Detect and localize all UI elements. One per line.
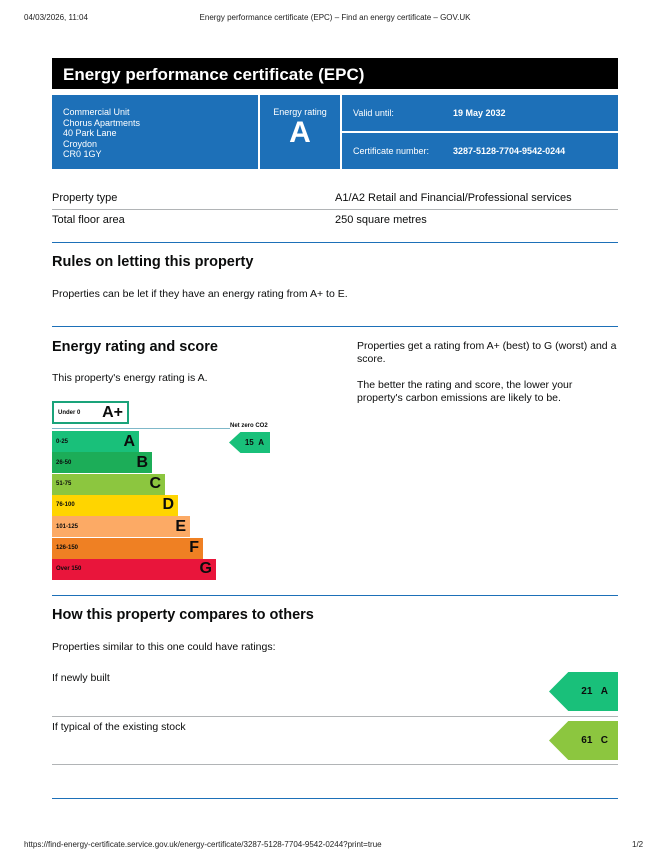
band-letter: G <box>199 560 212 578</box>
band-letter: A+ <box>102 403 123 421</box>
current-letter: A <box>258 438 264 447</box>
band-e: 101-125 E <box>52 516 190 538</box>
compare-score: 21 <box>581 686 593 697</box>
band-range: 126-150 <box>56 545 79 551</box>
band-range: 76-100 <box>56 502 75 509</box>
band-f: 126-150 F <box>52 537 203 559</box>
score-side-text-1: Properties get a rating from A+ (best) t… <box>357 340 617 365</box>
row-label: Property type <box>52 192 118 204</box>
score-heading: Energy rating and score <box>52 339 218 355</box>
newly-built-label: If newly built <box>52 672 110 684</box>
divider <box>52 716 618 717</box>
compare-text: Properties similar to this one could hav… <box>52 641 276 653</box>
divider <box>52 242 618 243</box>
compare-letter: A <box>600 686 608 697</box>
band-b: 26-50 B <box>52 452 152 474</box>
net-zero-label: Net zero CO2 <box>230 423 268 429</box>
divider <box>52 764 618 765</box>
compare-score: 61 <box>581 735 593 746</box>
certificate-number-label: Certificate number: <box>353 146 430 156</box>
valid-until: Valid until: 19 May 2032 <box>342 95 618 131</box>
band-g: Over 150 G <box>52 558 216 580</box>
address-line: 40 Park Lane <box>63 128 117 138</box>
band-range: 51-75 <box>56 481 72 488</box>
certificate-number: Certificate number: 3287-5128-7704-9542-0… <box>342 133 618 169</box>
letting-text: Properties can be let if they have an en… <box>52 288 348 300</box>
address-line: Commercial Unit <box>63 107 130 117</box>
divider <box>52 798 618 799</box>
net-zero-line <box>52 428 230 429</box>
band-range: 0-25 <box>56 438 69 445</box>
valid-until-label: Valid until: <box>353 108 394 118</box>
band-letter: E <box>175 517 186 535</box>
property-address: Commercial Unit Chorus Apartments 40 Par… <box>52 95 258 169</box>
letting-heading: Rules on letting this property <box>52 254 254 270</box>
band-letter: A <box>123 432 135 450</box>
address-line: Croydon <box>63 138 98 149</box>
band-letter: B <box>136 453 148 471</box>
band-range: 26-50 <box>56 459 72 466</box>
band-range: Under 0 <box>58 409 81 416</box>
energy-rating-label: Energy rating <box>273 107 327 117</box>
floor-area-row: Total floor area 250 square metres <box>52 210 618 232</box>
band-letter: C <box>149 475 161 493</box>
band-range: Over 150 <box>56 566 82 573</box>
band-range: 101-125 <box>56 523 79 530</box>
row-value: 250 square metres <box>335 214 427 226</box>
row-label: Total floor area <box>52 214 125 226</box>
current-rating-arrow: 15 A <box>229 432 270 453</box>
score-side-text-2: The better the rating and score, the low… <box>357 379 573 404</box>
print-page-number: 1/2 <box>632 840 644 849</box>
band-aplus: Under 0 A+ <box>52 401 129 424</box>
energy-rating-value: A <box>289 116 311 149</box>
divider <box>52 595 618 596</box>
print-url: https://find-energy-certificate.service.… <box>24 840 382 849</box>
print-datetime: 04/03/2026, 11:04 <box>24 13 88 22</box>
compare-letter: C <box>600 735 608 746</box>
print-page-title: Energy performance certificate (EPC) – F… <box>199 13 471 22</box>
newly-built-arrow: 21 A <box>549 672 618 711</box>
compare-heading: How this property compares to others <box>52 607 314 623</box>
row-value: A1/A2 Retail and Financial/Professional … <box>335 192 572 204</box>
band-letter: F <box>189 539 199 556</box>
band-c: 51-75 C <box>52 473 165 495</box>
band-letter: D <box>162 496 174 514</box>
property-type-row: Property type A1/A2 Retail and Financial/… <box>52 188 618 210</box>
energy-rating-box: Energy rating A <box>260 95 340 169</box>
address-line: Chorus Apartments <box>63 117 141 128</box>
divider <box>52 326 618 327</box>
certificate-number-value: 3287-5128-7704-9542-0244 <box>453 146 566 156</box>
typical-stock-label: If typical of the existing stock <box>52 721 186 733</box>
current-score: 15 <box>244 438 254 447</box>
page-title: Energy performance certificate (EPC) <box>52 58 618 89</box>
typical-stock-arrow: 61 C <box>549 721 618 760</box>
band-d: 76-100 D <box>52 494 178 516</box>
address-line: CR0 1GY <box>63 149 102 159</box>
valid-until-value: 19 May 2032 <box>453 108 506 118</box>
band-a: 0-25 A <box>52 431 139 452</box>
score-text: This property's energy rating is A. <box>52 372 208 384</box>
